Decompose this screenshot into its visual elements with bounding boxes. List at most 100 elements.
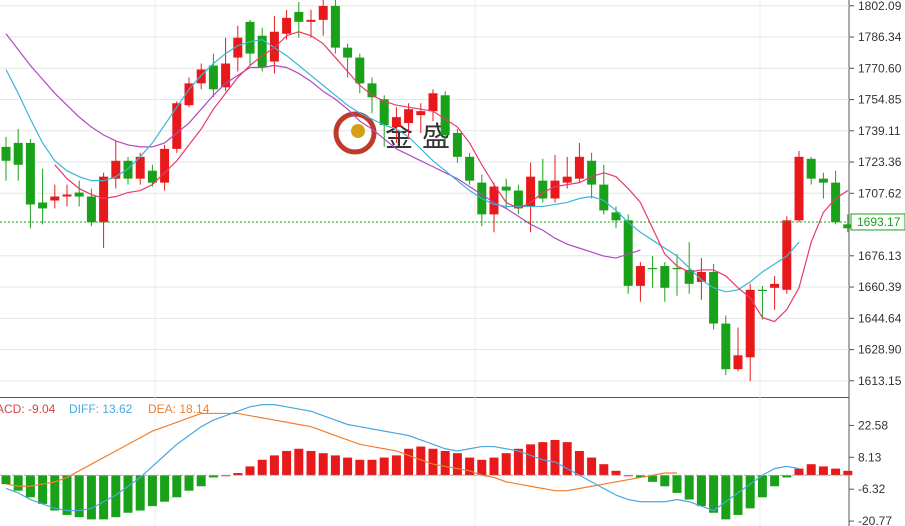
candle-body xyxy=(111,160,121,179)
candle-body xyxy=(379,99,389,126)
macd-bar xyxy=(782,475,792,478)
candle-body xyxy=(648,267,658,270)
macd-bar xyxy=(208,475,218,478)
candle-body xyxy=(696,271,706,282)
diff-line xyxy=(5,404,800,512)
candle-body xyxy=(306,19,316,22)
candle-body xyxy=(343,47,353,58)
candle-body xyxy=(38,202,48,209)
price-tick-label: 1754.85 xyxy=(858,93,902,107)
candle-body xyxy=(355,57,365,84)
current-price-label: 1693.17 xyxy=(857,215,901,229)
price-tick-label: 1786.34 xyxy=(858,30,902,44)
candle-body xyxy=(330,5,340,48)
macd-bar xyxy=(489,457,499,476)
candle-body xyxy=(318,5,328,20)
price-tick-label: 1739.11 xyxy=(858,124,901,138)
macd-bar xyxy=(574,450,584,476)
logo-coin xyxy=(351,124,365,138)
macd-bar xyxy=(757,475,767,498)
macd-bar xyxy=(709,475,719,513)
macd-bar xyxy=(111,475,121,518)
macd-bar xyxy=(135,475,145,511)
macd-bar xyxy=(648,475,658,482)
macd-bar xyxy=(635,475,645,478)
macd-tick-label: -20.77 xyxy=(858,514,892,526)
candle-body xyxy=(745,289,755,358)
moving-averages xyxy=(5,31,849,323)
macd-bar xyxy=(184,475,194,491)
candle-body xyxy=(416,111,426,116)
candle-body xyxy=(13,142,23,165)
candle-body xyxy=(221,63,231,88)
candle-body xyxy=(538,180,548,199)
macd-bar xyxy=(526,444,536,476)
candle-body xyxy=(465,156,475,181)
macd-bar xyxy=(404,448,414,476)
macd-bar xyxy=(1,475,11,485)
price-tick-label: 1676.13 xyxy=(858,249,902,263)
candle-body xyxy=(269,31,279,62)
macd-bar xyxy=(221,475,231,477)
candle-body xyxy=(135,156,145,179)
macd-bar xyxy=(147,475,157,507)
price-tick-label: 1802.09 xyxy=(858,0,902,13)
candle-body xyxy=(843,224,853,229)
dea-line xyxy=(5,412,677,492)
candle-body xyxy=(709,271,719,324)
macd-bar xyxy=(379,457,389,476)
ma-mid-line xyxy=(5,39,800,293)
macd-bar xyxy=(465,457,475,476)
dea-label: DEA: 18.14 xyxy=(148,402,210,416)
candle-body xyxy=(831,182,841,223)
macd-bar xyxy=(611,470,621,476)
macd-bar xyxy=(660,475,670,487)
macd-bar xyxy=(721,475,731,520)
candle-body xyxy=(611,212,621,221)
candle-body xyxy=(25,142,35,205)
macd-bar xyxy=(416,446,426,476)
macd-bar xyxy=(367,459,377,476)
macd-bar xyxy=(623,475,633,477)
macd-histogram xyxy=(1,439,853,520)
candle-body xyxy=(550,180,560,199)
macd-bar xyxy=(513,448,523,476)
macd-bar xyxy=(233,473,243,476)
candles xyxy=(1,0,853,382)
candle-body xyxy=(74,192,84,197)
candle-body xyxy=(404,109,414,124)
candle-body xyxy=(196,69,206,84)
macd-bar xyxy=(38,475,48,504)
price-tick-label: 1644.64 xyxy=(858,311,902,325)
current-price: 1693.17 xyxy=(0,213,905,231)
candle-body xyxy=(208,65,218,90)
candle-body xyxy=(367,83,377,98)
candle-body xyxy=(147,170,157,183)
macd-bar xyxy=(696,475,706,507)
macd-bar xyxy=(62,475,72,515)
macd-bar xyxy=(794,468,804,476)
candle-body xyxy=(501,186,511,191)
price-tick-label: 1723.36 xyxy=(858,155,902,169)
macd-bar xyxy=(196,475,206,487)
macd-bar xyxy=(343,457,353,476)
candle-body xyxy=(391,117,401,128)
price-tick-label: 1613.15 xyxy=(858,374,902,388)
candle-body xyxy=(172,103,182,149)
macd-axis-ticks: 22.58 8.13 -6.32 -20.77 xyxy=(0,418,892,526)
candle-body xyxy=(587,160,597,185)
macd-bar xyxy=(440,450,450,476)
candle-body xyxy=(50,196,60,201)
candle-body xyxy=(99,176,109,223)
macd-bar xyxy=(562,442,572,476)
macd-bar xyxy=(818,466,828,476)
macd-bar xyxy=(477,459,487,476)
macd-bar xyxy=(806,464,816,476)
candle-body xyxy=(806,158,816,179)
macd-bar xyxy=(733,475,743,515)
macd-bar xyxy=(74,475,84,518)
current-price-box xyxy=(850,213,905,231)
candle-body xyxy=(452,132,462,157)
candle-body xyxy=(62,194,72,197)
